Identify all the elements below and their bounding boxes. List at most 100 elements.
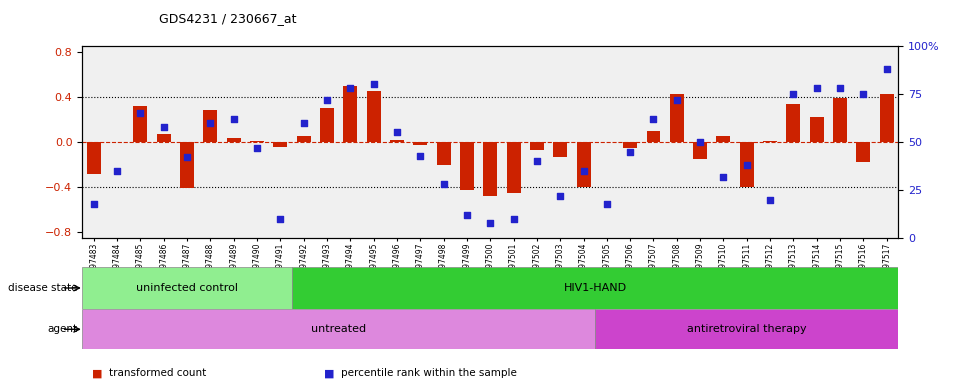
Point bbox=[249, 145, 265, 151]
Bar bbox=[413, 142, 427, 146]
Point bbox=[645, 116, 661, 122]
Text: GSM697495: GSM697495 bbox=[369, 242, 378, 289]
Text: GSM697501: GSM697501 bbox=[509, 242, 518, 289]
Bar bbox=[577, 142, 590, 187]
Point bbox=[483, 220, 498, 226]
Bar bbox=[717, 136, 730, 142]
Text: GSM697484: GSM697484 bbox=[113, 242, 122, 289]
Text: GSM697512: GSM697512 bbox=[766, 242, 775, 288]
Point bbox=[669, 97, 685, 103]
Bar bbox=[833, 98, 847, 142]
Bar bbox=[292, 267, 898, 309]
Bar bbox=[810, 117, 824, 142]
Text: HIV1-HAND: HIV1-HAND bbox=[563, 283, 627, 293]
Point bbox=[856, 91, 871, 97]
Bar bbox=[554, 142, 567, 157]
Point bbox=[226, 116, 242, 122]
Bar bbox=[740, 142, 753, 187]
Bar bbox=[273, 142, 287, 147]
Bar bbox=[646, 131, 661, 142]
Point bbox=[833, 85, 848, 91]
Point bbox=[436, 181, 451, 187]
Text: GSM697506: GSM697506 bbox=[626, 242, 635, 289]
Text: GSM697505: GSM697505 bbox=[603, 242, 611, 289]
Text: GSM697497: GSM697497 bbox=[415, 242, 425, 289]
Text: percentile rank within the sample: percentile rank within the sample bbox=[341, 368, 517, 378]
Bar bbox=[880, 94, 894, 142]
Text: GSM697509: GSM697509 bbox=[696, 242, 704, 289]
Point bbox=[553, 193, 568, 199]
Bar bbox=[786, 104, 801, 142]
Point bbox=[389, 129, 405, 136]
Point bbox=[296, 120, 311, 126]
Bar bbox=[297, 136, 311, 142]
Text: GSM697492: GSM697492 bbox=[299, 242, 308, 289]
Bar bbox=[204, 111, 217, 142]
Text: transformed count: transformed count bbox=[109, 368, 207, 378]
Text: GSM697490: GSM697490 bbox=[252, 242, 262, 289]
Bar bbox=[87, 142, 100, 174]
Point bbox=[785, 91, 801, 97]
Text: GSM697516: GSM697516 bbox=[859, 242, 867, 289]
Bar bbox=[133, 106, 148, 142]
Text: GSM697514: GSM697514 bbox=[812, 242, 821, 289]
Point bbox=[272, 216, 288, 222]
Point bbox=[693, 139, 708, 145]
Text: GSM697502: GSM697502 bbox=[532, 242, 541, 289]
Point bbox=[319, 97, 335, 103]
Bar bbox=[390, 140, 404, 142]
Text: GSM697496: GSM697496 bbox=[392, 242, 402, 289]
Text: GSM697504: GSM697504 bbox=[579, 242, 588, 289]
Bar bbox=[483, 142, 497, 196]
Bar bbox=[82, 267, 292, 309]
Bar bbox=[530, 142, 544, 150]
Point bbox=[86, 200, 101, 207]
Text: agent: agent bbox=[47, 324, 77, 334]
Bar bbox=[623, 142, 638, 148]
Point bbox=[716, 174, 731, 180]
Point bbox=[156, 124, 172, 130]
Bar bbox=[437, 142, 450, 165]
Point bbox=[622, 149, 638, 155]
Bar bbox=[343, 86, 357, 142]
Bar bbox=[506, 142, 521, 193]
Text: GSM697503: GSM697503 bbox=[555, 242, 565, 289]
Point bbox=[343, 85, 358, 91]
Text: GSM697486: GSM697486 bbox=[159, 242, 168, 289]
Point bbox=[879, 66, 895, 72]
Text: GSM697485: GSM697485 bbox=[136, 242, 145, 289]
Text: GSM697517: GSM697517 bbox=[882, 242, 892, 289]
Text: GSM697498: GSM697498 bbox=[440, 242, 448, 289]
Text: uninfected control: uninfected control bbox=[136, 283, 238, 293]
Point bbox=[599, 200, 614, 207]
Text: GSM697487: GSM697487 bbox=[183, 242, 191, 289]
Text: GSM697499: GSM697499 bbox=[463, 242, 471, 289]
Text: GSM697500: GSM697500 bbox=[486, 242, 495, 289]
Bar bbox=[180, 142, 194, 189]
Bar bbox=[595, 309, 898, 349]
Point bbox=[529, 158, 545, 164]
Bar bbox=[694, 142, 707, 159]
Text: GSM697508: GSM697508 bbox=[672, 242, 681, 289]
Text: GSM697515: GSM697515 bbox=[836, 242, 844, 289]
Point bbox=[412, 152, 428, 159]
Point bbox=[132, 110, 148, 116]
Point bbox=[203, 120, 218, 126]
Point bbox=[109, 168, 125, 174]
Text: disease state: disease state bbox=[8, 283, 77, 293]
Text: GSM697510: GSM697510 bbox=[719, 242, 728, 289]
Text: GSM697488: GSM697488 bbox=[206, 242, 214, 288]
Bar bbox=[857, 142, 870, 162]
Point bbox=[576, 168, 591, 174]
Text: GSM697511: GSM697511 bbox=[742, 242, 752, 288]
Point bbox=[506, 216, 522, 222]
Text: GSM697513: GSM697513 bbox=[789, 242, 798, 289]
Text: GSM697494: GSM697494 bbox=[346, 242, 355, 289]
Text: GSM697489: GSM697489 bbox=[229, 242, 239, 289]
Text: ■: ■ bbox=[324, 368, 334, 378]
Text: GSM697507: GSM697507 bbox=[649, 242, 658, 289]
Point bbox=[762, 197, 778, 203]
Text: untreated: untreated bbox=[311, 324, 366, 334]
Bar bbox=[156, 134, 171, 142]
Point bbox=[180, 154, 195, 161]
